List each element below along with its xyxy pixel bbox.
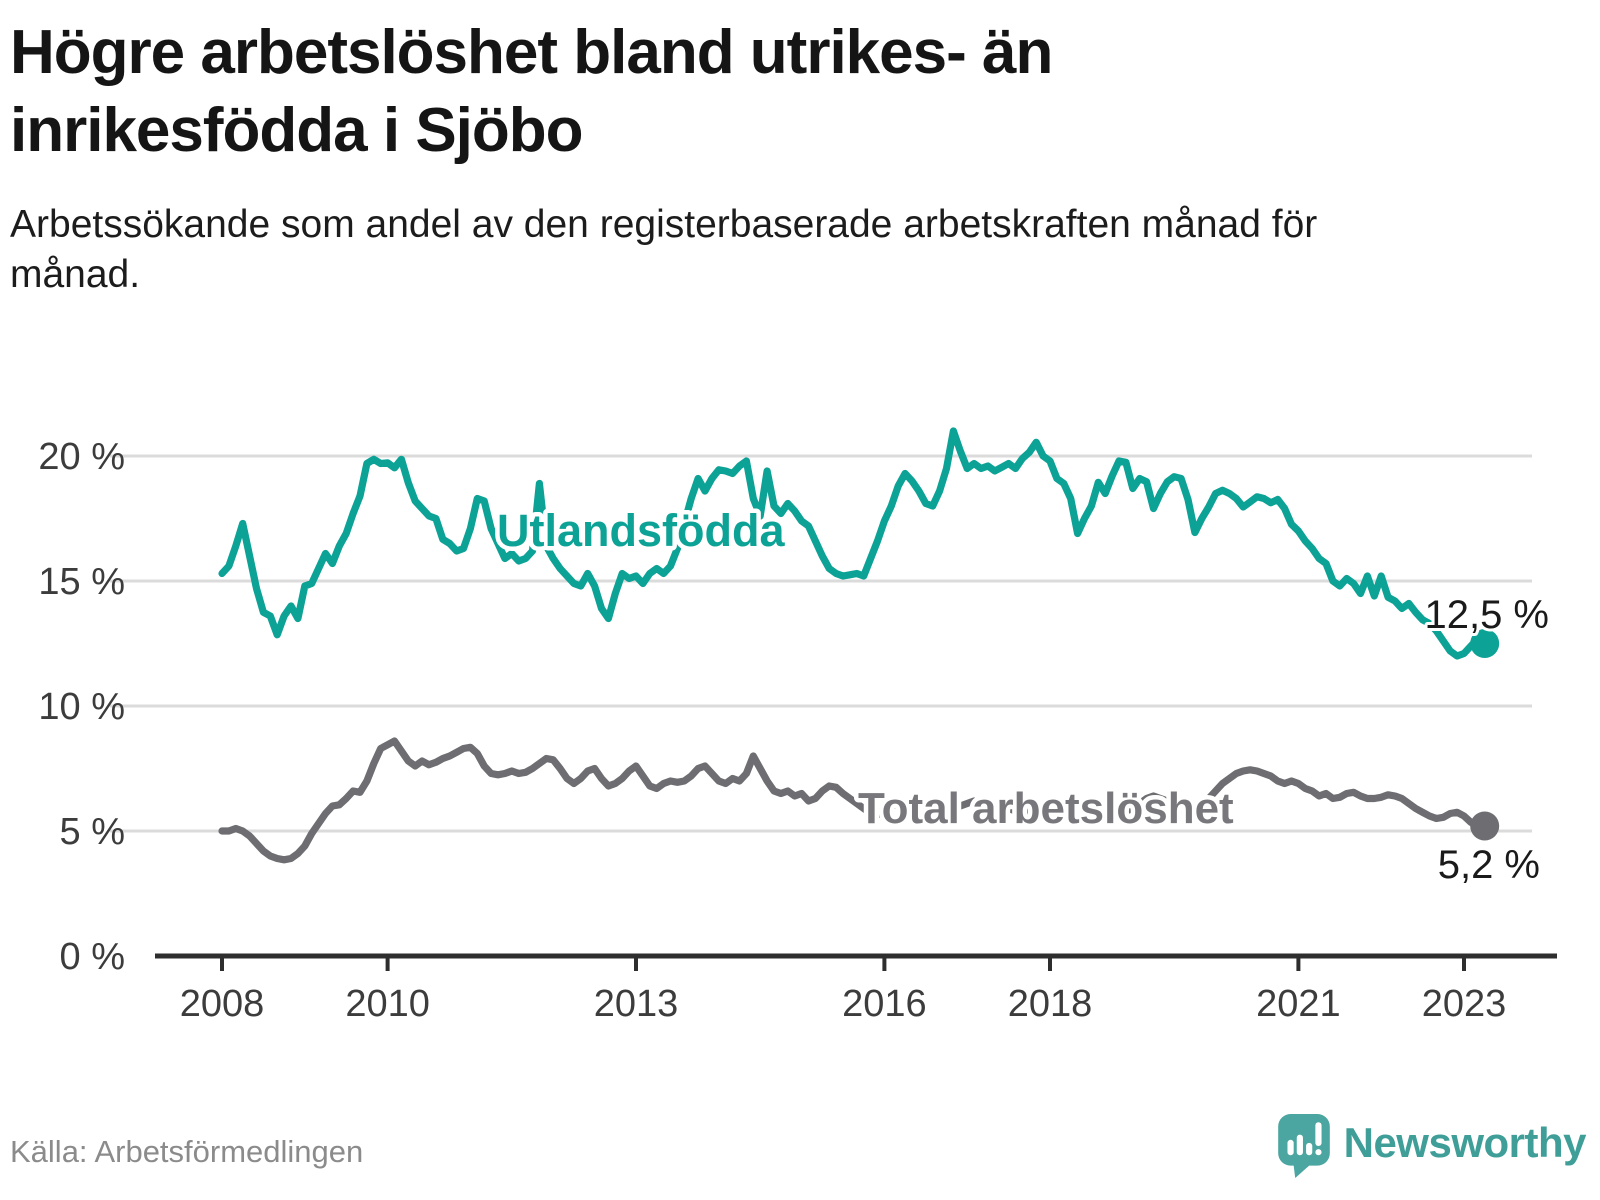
newsworthy-icon (1277, 1114, 1330, 1178)
series-label-total: Total arbetslöshet (858, 784, 1234, 833)
y-tick-label: 0 % (60, 936, 125, 978)
y-axis-labels: 0 % 5 % 10 % 15 % 20 % (38, 436, 125, 978)
bar-3 (1305, 1142, 1312, 1156)
series-end-dot-1 (1470, 811, 1500, 841)
bar-2 (1296, 1134, 1303, 1156)
y-tick-label: 5 % (60, 811, 125, 853)
footer: Källa: Arbetsförmedlingen Newsworthy (0, 1098, 1600, 1178)
x-tick-label: 2023 (1422, 983, 1507, 1025)
exclamation-dot (1314, 1149, 1322, 1156)
end-value-utlandsfodda: 12,5 % (1424, 593, 1549, 637)
y-tick-label: 10 % (38, 686, 125, 728)
chart-subtitle: Arbetssökande som andel av den registerb… (10, 203, 1318, 296)
end-value-total: 5,2 % (1438, 843, 1540, 887)
x-tick-label: 2010 (345, 983, 430, 1025)
y-tick-label: 15 % (38, 561, 125, 603)
x-tick-label: 2008 (180, 983, 265, 1025)
source-note: Källa: Arbetsförmedlingen (10, 1134, 364, 1169)
x-tick-label: 2013 (594, 983, 679, 1025)
header: Högre arbetslöshet bland utrikes- än inr… (10, 0, 1350, 299)
x-tick-label: 2018 (1008, 983, 1093, 1025)
series-line-0 (218, 427, 1489, 660)
x-tick-label: 2021 (1256, 983, 1341, 1025)
series-end-dot-0 (1470, 629, 1500, 658)
x-tick-label: 2016 (842, 983, 927, 1025)
x-axis-ticks (220, 956, 1466, 971)
data-series (218, 427, 1500, 864)
bar-1 (1287, 1139, 1294, 1156)
series-label-utlandsfodda: Utlandsfödda (497, 505, 785, 556)
chart-title: Högre arbetslöshet bland utrikes- än inr… (10, 18, 1053, 166)
newsworthy-wordmark: Newsworthy (1343, 1119, 1587, 1166)
newsworthy-logo: Newsworthy (1277, 1108, 1587, 1178)
series-line-1 (218, 737, 1489, 864)
gridlines (110, 454, 1532, 833)
exclamation-bar (1314, 1122, 1322, 1146)
y-tick-label: 20 % (38, 436, 125, 478)
line-chart: 0 %5 %10 %15 %20 % 2008 2010 2013 2016 2018 2… (38, 427, 1557, 1025)
x-axis-labels: 2008 2010 2013 2016 2018 2021 2023 (180, 983, 1507, 1025)
speech-bubble-shape (1277, 1114, 1330, 1178)
